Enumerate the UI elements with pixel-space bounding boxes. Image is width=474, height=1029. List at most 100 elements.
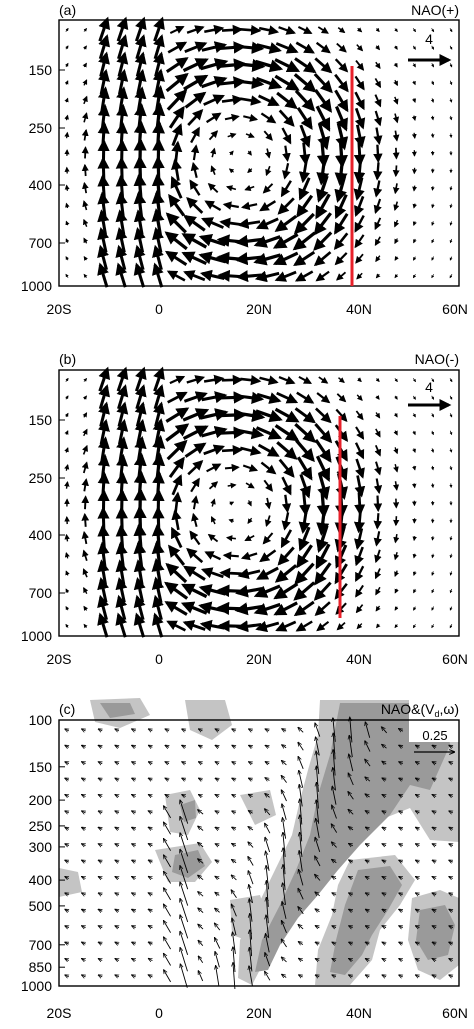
wind-vector bbox=[84, 257, 86, 260]
wind-vector bbox=[399, 926, 403, 928]
wind-vector bbox=[248, 827, 253, 830]
wind-vector bbox=[238, 239, 263, 242]
wind-vector bbox=[216, 844, 220, 846]
wind-vector bbox=[267, 166, 270, 175]
wind-vector bbox=[337, 394, 345, 402]
wind-vector bbox=[451, 98, 452, 102]
wind-vector bbox=[282, 729, 286, 731]
wind-vector bbox=[433, 844, 437, 846]
wind-vector bbox=[82, 828, 86, 830]
wind-vector bbox=[187, 378, 203, 383]
wind-vector bbox=[258, 568, 278, 579]
wind-vector bbox=[395, 202, 397, 210]
wind-vector bbox=[186, 93, 205, 107]
wind-vector bbox=[149, 827, 153, 829]
wind-vector bbox=[414, 98, 415, 102]
wind-vector bbox=[66, 378, 68, 381]
wind-vector bbox=[282, 761, 287, 765]
wind-vector bbox=[396, 148, 397, 158]
wind-vector bbox=[432, 431, 433, 435]
wind-vector bbox=[84, 97, 87, 104]
wind-vector bbox=[249, 778, 253, 780]
wind-vector bbox=[277, 93, 296, 108]
wind-vector bbox=[298, 743, 303, 751]
wind-vector bbox=[185, 216, 205, 230]
wind-vector bbox=[66, 46, 68, 49]
wind-vector bbox=[215, 860, 219, 862]
x-tick-label: 20S bbox=[47, 301, 72, 317]
wind-vector bbox=[299, 942, 303, 945]
wind-vector bbox=[298, 27, 311, 33]
wind-vector bbox=[164, 905, 171, 917]
wind-vector bbox=[356, 235, 364, 247]
wind-vector bbox=[187, 27, 203, 32]
wind-vector bbox=[170, 459, 183, 478]
wind-vector bbox=[264, 184, 273, 193]
wind-vector bbox=[357, 459, 363, 477]
wind-vector bbox=[198, 925, 203, 930]
wind-vector bbox=[395, 624, 397, 627]
wind-vector bbox=[450, 221, 451, 225]
wind-vector bbox=[238, 275, 261, 277]
wind-vector bbox=[66, 63, 68, 67]
wind-vector bbox=[206, 552, 221, 559]
wind-vector bbox=[395, 131, 397, 141]
wind-vector bbox=[432, 274, 434, 277]
wind-vector bbox=[414, 221, 415, 225]
wind-vector bbox=[382, 975, 386, 977]
wind-vector bbox=[249, 762, 253, 764]
wind-vector bbox=[282, 939, 287, 947]
y-tick-label: 300 bbox=[29, 839, 53, 855]
wind-vector bbox=[248, 871, 253, 884]
wind-vector bbox=[65, 778, 69, 780]
wind-vector bbox=[188, 111, 202, 126]
x-tick-label: 0 bbox=[155, 651, 163, 667]
panel-b: (b) NAO(-) 4 150 250 400 700 1000 20S 0 … bbox=[21, 351, 468, 667]
wind-vector bbox=[199, 956, 203, 962]
wind-vector bbox=[416, 893, 420, 895]
wind-vector bbox=[433, 860, 437, 862]
y-tick-label: 150 bbox=[29, 759, 53, 775]
wind-vector bbox=[173, 125, 181, 145]
wind-vector bbox=[99, 860, 103, 862]
wind-vector bbox=[432, 63, 434, 67]
wind-vector bbox=[149, 778, 153, 780]
wind-vector bbox=[238, 81, 262, 84]
wind-vector bbox=[84, 624, 86, 627]
wind-vector bbox=[82, 942, 86, 944]
wind-vector bbox=[266, 762, 270, 764]
wind-vector bbox=[432, 607, 434, 611]
wind-vector bbox=[191, 532, 200, 545]
wind-vector bbox=[237, 607, 263, 611]
panel-b-label: (b) bbox=[59, 351, 76, 367]
wind-vector bbox=[99, 811, 103, 813]
wind-vector bbox=[382, 942, 386, 944]
wind-vector bbox=[395, 589, 397, 593]
wind-vector bbox=[65, 762, 69, 764]
wind-vector bbox=[99, 729, 103, 731]
wind-vector bbox=[199, 746, 203, 748]
wind-vector bbox=[413, 378, 415, 381]
panel-b-vectors bbox=[66, 369, 452, 637]
wind-vector bbox=[395, 413, 397, 417]
wind-vector bbox=[432, 98, 433, 102]
wind-vector bbox=[356, 254, 363, 262]
wind-vector bbox=[261, 113, 274, 122]
wind-vector bbox=[84, 430, 87, 436]
wind-vector bbox=[315, 58, 330, 72]
wind-vector bbox=[170, 27, 183, 33]
wind-vector bbox=[66, 28, 68, 31]
wind-vector bbox=[176, 143, 178, 163]
wind-vector bbox=[377, 379, 380, 382]
wind-vector bbox=[84, 238, 87, 243]
x-tick-label: 60N bbox=[442, 301, 468, 317]
wind-vector bbox=[451, 116, 452, 120]
wind-vector bbox=[376, 237, 381, 245]
wind-vector bbox=[84, 463, 87, 473]
wind-vector bbox=[198, 826, 203, 830]
wind-vector bbox=[450, 63, 452, 67]
wind-vector bbox=[221, 222, 241, 225]
x-tick-label: 0 bbox=[155, 1005, 163, 1021]
wind-vector bbox=[132, 778, 136, 780]
